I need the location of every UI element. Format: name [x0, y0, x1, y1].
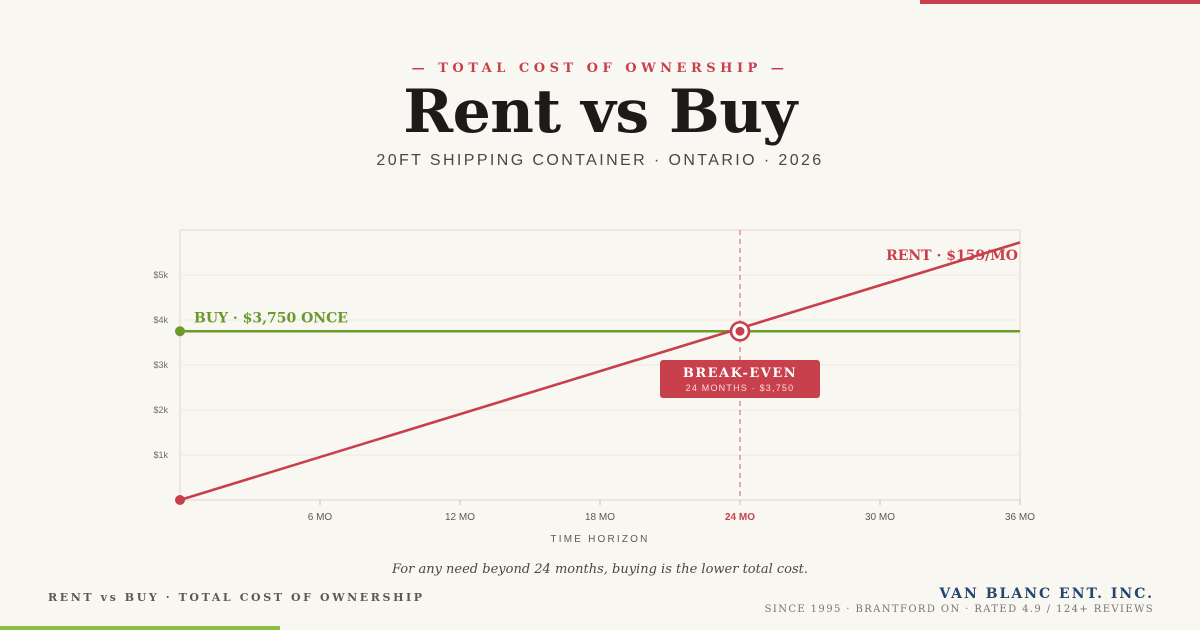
page-title: Rent vs Buy	[403, 77, 797, 147]
footer-caption: RENT vs BUY · TOTAL COST OF OWNERSHIP	[48, 591, 425, 604]
y-tick-label: $3k	[153, 360, 168, 370]
eyebrow-label: — TOTAL COST OF OWNERSHIP —	[411, 61, 789, 76]
bottom-accent-bar	[0, 626, 280, 630]
break-even-title: BREAK-EVEN	[683, 366, 797, 381]
series-start-point-rent	[175, 495, 185, 505]
y-tick-label: $1k	[153, 450, 168, 460]
break-even-callout	[660, 360, 820, 398]
x-tick-label: 12 MO	[445, 512, 475, 523]
brand-meta: SINCE 1995 · BRANTFORD ON · RATED 4.9 / …	[764, 604, 1154, 615]
y-tick-label: $5k	[153, 270, 168, 280]
page-subtitle: 20FT SHIPPING CONTAINER · ONTARIO · 2026	[376, 152, 824, 169]
top-accent-bar	[920, 0, 1200, 4]
series-line-rent	[179, 241, 1021, 502]
x-tick-label: 24 MO	[725, 512, 755, 523]
x-tick-label: 30 MO	[865, 512, 895, 523]
series-label-buy: BUY · $3,750 ONCE	[194, 310, 348, 326]
break-even-detail: 24 MONTHS · $3,750	[686, 383, 795, 393]
x-tick-label: 36 MO	[1005, 512, 1035, 523]
x-tick-label: 18 MO	[585, 512, 615, 523]
break-even-marker-dot	[735, 326, 745, 336]
x-axis-title: TIME HORIZON	[550, 534, 649, 545]
y-tick-label: $4k	[153, 315, 168, 325]
series-label-rent: RENT · $159/MO	[886, 248, 1018, 264]
y-tick-label: $2k	[153, 405, 168, 415]
brand-name: VAN BLANC ENT. INC.	[939, 586, 1154, 602]
x-tick-label: 6 MO	[308, 512, 333, 523]
chart-footnote: For any need beyond 24 months, buying is…	[391, 562, 809, 577]
series-start-point-buy	[175, 326, 185, 337]
